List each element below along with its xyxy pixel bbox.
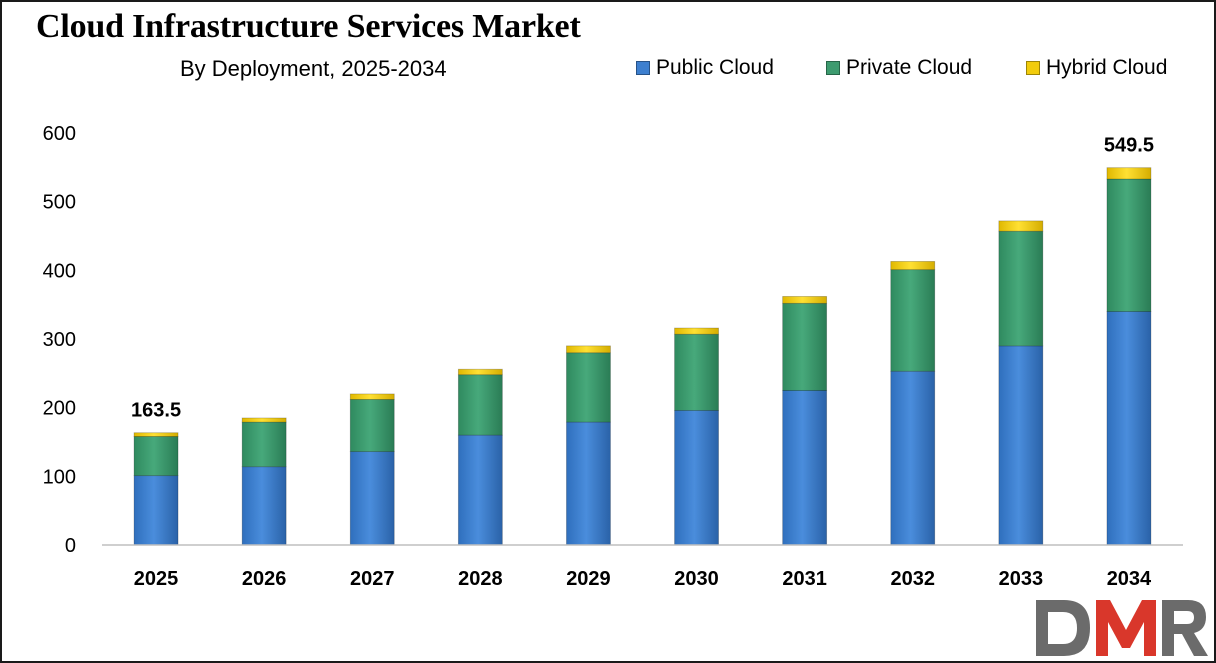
bar-private-cloud-2032 <box>890 269 936 372</box>
data-label-2025: 163.5 <box>131 400 181 422</box>
x-tick-label: 2034 <box>1107 568 1152 590</box>
bar-hybrid-cloud-2026 <box>241 417 287 423</box>
legend-label-public-cloud: Public Cloud <box>656 56 774 79</box>
x-tick-label: 2032 <box>891 568 936 590</box>
bar-private-cloud-2031 <box>782 302 828 391</box>
dmr-logo <box>1036 600 1208 656</box>
legend-item-public-cloud: Public Cloud <box>636 56 774 80</box>
bars-group <box>133 167 1152 546</box>
data-label-2034: 549.5 <box>1104 135 1154 157</box>
x-tick-label: 2030 <box>674 568 719 590</box>
bar-hybrid-cloud-2032 <box>890 261 936 271</box>
y-tick-label: 300 <box>43 329 76 351</box>
bar-public-cloud-2030 <box>674 410 719 546</box>
bar-private-cloud-2026 <box>241 421 287 468</box>
x-tick-label: 2031 <box>782 568 827 590</box>
x-axis: 2025 2026 2027 2028 2029 2030 2031 2032 2033 2034 <box>102 544 1183 590</box>
legend-label-hybrid-cloud: Hybrid Cloud <box>1046 56 1168 79</box>
legend-swatch-private-cloud <box>826 61 840 75</box>
legend-item-private-cloud: Private Cloud <box>826 56 972 80</box>
y-tick-label: 600 <box>43 123 76 145</box>
bar-private-cloud-2028 <box>457 374 503 436</box>
chart-subtitle: By Deployment, 2025-2034 <box>180 56 447 81</box>
bar-public-cloud-2029 <box>566 421 611 546</box>
x-tick-label: 2025 <box>134 568 179 590</box>
y-tick-label: 200 <box>43 398 76 420</box>
bar-hybrid-cloud-2030 <box>674 327 719 335</box>
bar-public-cloud-2034 <box>1106 311 1152 546</box>
bar-public-cloud-2028 <box>457 434 503 546</box>
legend-item-hybrid-cloud: Hybrid Cloud <box>1026 56 1167 80</box>
x-tick-label: 2028 <box>458 568 503 590</box>
y-tick-label: 100 <box>43 466 76 488</box>
chart-title: Cloud Infrastructure Services Market <box>36 8 581 45</box>
bar-private-cloud-2033 <box>998 230 1044 347</box>
bar-public-cloud-2026 <box>241 466 287 546</box>
bar-private-cloud-2034 <box>1106 178 1152 312</box>
legend-swatch-public-cloud <box>636 61 650 75</box>
bar-private-cloud-2030 <box>674 333 719 411</box>
bar-public-cloud-2033 <box>998 345 1044 546</box>
y-axis: 0 100 200 300 400 500 600 <box>43 123 76 557</box>
y-tick-label: 400 <box>43 260 76 282</box>
bar-hybrid-cloud-2027 <box>349 393 395 400</box>
x-tick-label: 2027 <box>350 568 395 590</box>
bar-public-cloud-2025 <box>133 475 179 546</box>
bar-public-cloud-2032 <box>890 370 936 546</box>
x-tick-label: 2026 <box>242 568 287 590</box>
bar-hybrid-cloud-2034 <box>1106 167 1152 180</box>
legend-label-private-cloud: Private Cloud <box>846 56 973 79</box>
bar-private-cloud-2025 <box>133 436 179 477</box>
bar-hybrid-cloud-2029 <box>566 345 611 354</box>
bar-hybrid-cloud-2028 <box>457 368 503 376</box>
bar-private-cloud-2029 <box>566 352 611 423</box>
bar-hybrid-cloud-2031 <box>782 296 828 304</box>
y-tick-label: 500 <box>43 192 76 214</box>
bar-private-cloud-2027 <box>349 399 395 453</box>
x-tick-label: 2033 <box>999 568 1044 590</box>
x-tick-label: 2029 <box>566 568 611 590</box>
bar-hybrid-cloud-2033 <box>998 220 1044 232</box>
bar-hybrid-cloud-2025 <box>133 432 179 437</box>
legend-swatch-hybrid-cloud <box>1026 61 1040 75</box>
data-labels-group: 163.5 549.5 <box>131 135 1154 422</box>
y-tick-label: 0 <box>65 535 76 557</box>
bar-public-cloud-2031 <box>782 390 828 546</box>
bar-public-cloud-2027 <box>349 451 395 546</box>
